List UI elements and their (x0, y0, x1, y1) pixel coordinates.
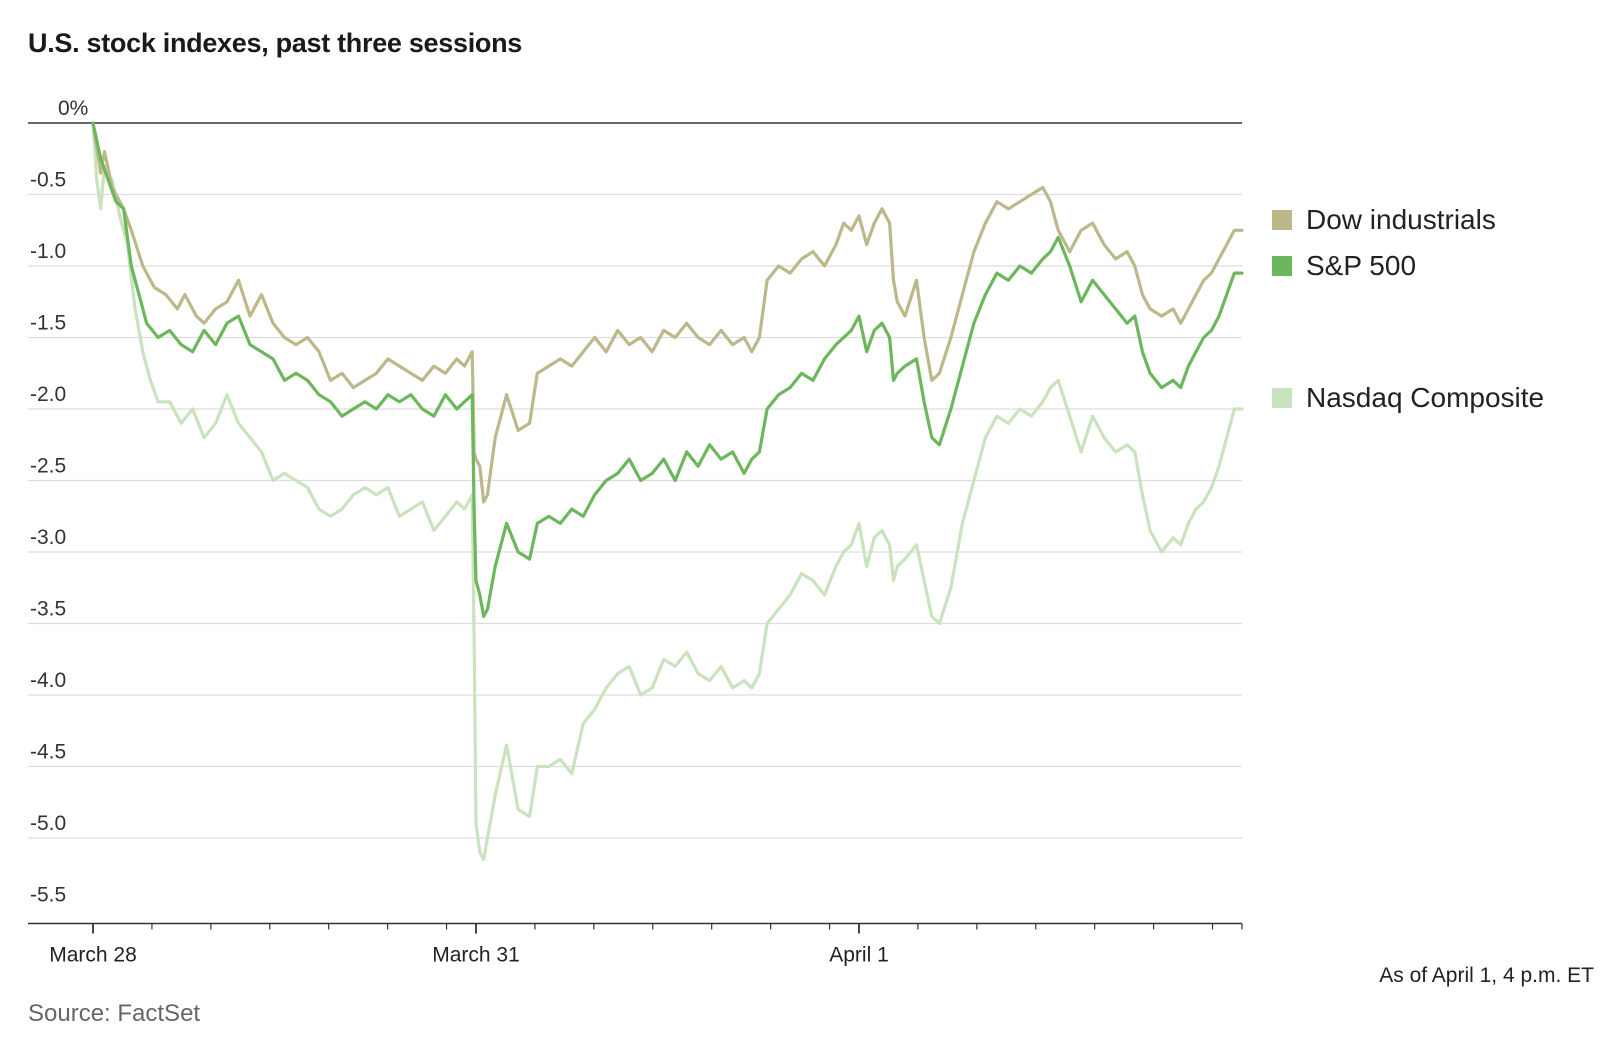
y-tick-label: -3.0 (30, 526, 66, 549)
x-axis: March 28 March 31 April 1 (28, 922, 1243, 967)
y-tick-label: -1.5 (30, 312, 66, 335)
y-tick-label: 0% (58, 97, 88, 120)
x-tick-label: March 31 (432, 944, 520, 967)
timestamp-note: As of April 1, 4 p.m. ET (1379, 964, 1594, 987)
legend-label-dow: Dow industrials (1306, 204, 1496, 235)
y-tick-label: -3.5 (30, 598, 66, 621)
y-tick-label: -5.5 (30, 884, 66, 907)
y-tick-label: -4.5 (30, 741, 66, 764)
legend-item-nasdaq: Nasdaq Composite (1272, 382, 1544, 414)
y-tick-label: -5.0 (30, 812, 66, 835)
legend-label-nasdaq: Nasdaq Composite (1306, 382, 1545, 413)
legend-item-sp500: S&P 500 (1272, 250, 1416, 282)
legend-swatch-sp500 (1272, 256, 1292, 276)
source-note: Source: FactSet (28, 1000, 201, 1027)
series-line-2 (91, 121, 1244, 862)
legend-item-dow: Dow industrials (1272, 204, 1496, 236)
x-tick-label: April 1 (829, 944, 889, 967)
x-tick-label: March 28 (49, 944, 137, 967)
legend-label-sp500: S&P 500 (1306, 250, 1417, 281)
y-tick-label: -0.5 (30, 169, 66, 192)
legend-swatch-nasdaq (1272, 388, 1292, 408)
chart-title: U.S. stock indexes, past three sessions (28, 28, 523, 58)
y-tick-label: -1.0 (30, 240, 66, 263)
chart-series (91, 121, 1244, 862)
series-line-1 (91, 121, 1244, 618)
chart-gridlines (28, 122, 1242, 839)
series-line-0 (91, 121, 1244, 504)
y-axis-tick-labels: 0% -0.5 -1.0 -1.5 -2.0 -2.5 -3.0 -3.5 -4.0 -4.5 -5… (30, 97, 88, 907)
y-tick-label: -2.5 (30, 455, 66, 478)
y-tick-label: -2.0 (30, 383, 66, 406)
legend-swatch-dow (1272, 210, 1292, 230)
y-tick-label: -4.0 (30, 669, 66, 692)
